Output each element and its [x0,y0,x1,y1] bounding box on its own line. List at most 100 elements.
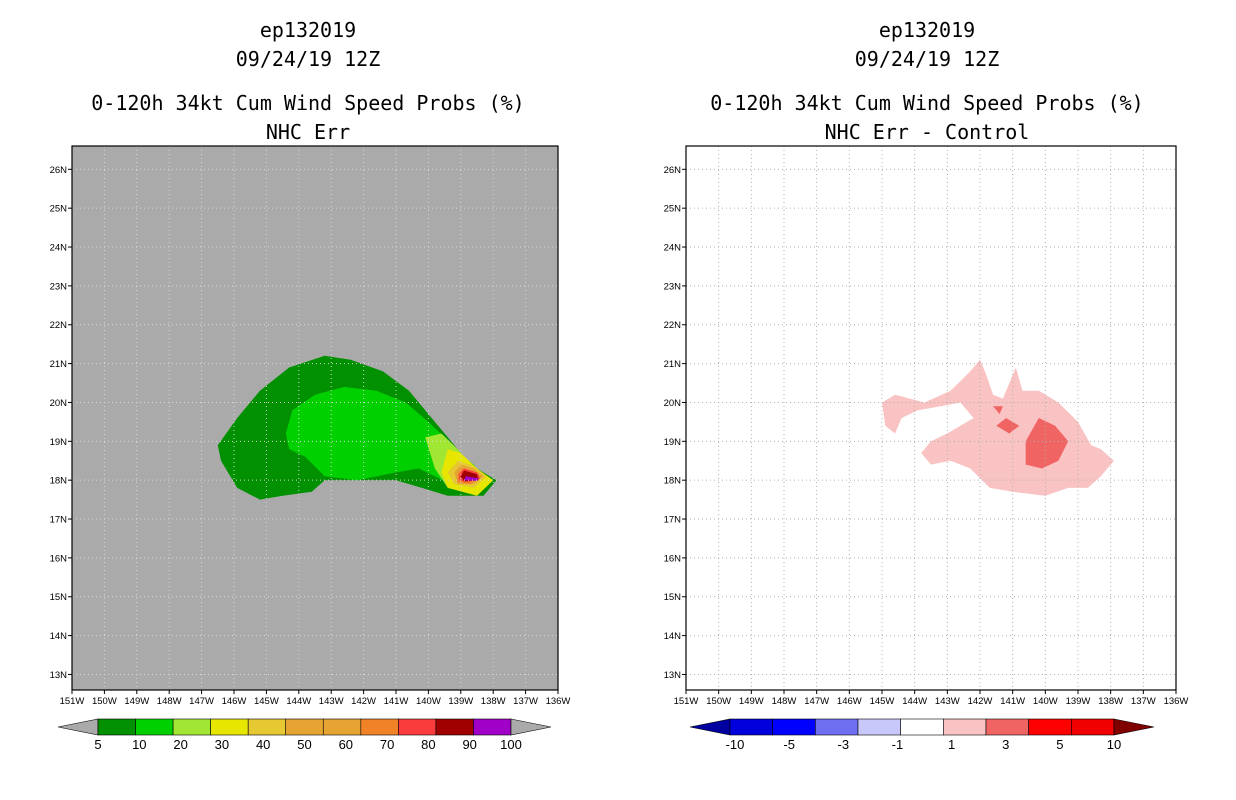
panel1-ytick-label-23N: 23N [50,281,68,292]
panel2-colorbar-swatch-8 [1071,718,1115,736]
panel2-colorbar-label-2: -3 [838,737,850,752]
panel2-title: 0-120h 34kt Cum Wind Speed Probs (%) [710,91,1143,115]
panel1-title: 0-120h 34kt Cum Wind Speed Probs (%) [91,91,524,115]
panel1-colorbar-label-9: 90 [462,737,476,752]
panel2-xtick-label-146W: 146W [837,696,862,707]
panel2-xtick-label-142W: 142W [968,696,993,707]
panel1-colorbar-swatch-3 [210,718,249,736]
panel2-ytick-label-25N: 25N [664,204,682,215]
panel2-ytick-label-26N: 26N [664,165,682,176]
panel2-colorbar-label-0: -10 [726,737,745,752]
panel2-ytick-label-15N: 15N [664,592,682,603]
panel1-ytick-label-18N: 18N [50,476,68,487]
panel1-xtick-label-141W: 141W [384,696,409,707]
panel2-xtick-label-148W: 148W [772,696,797,707]
panel2-colorbar-label-4: 1 [948,737,955,752]
panel2-colorbar-low-arrow [689,718,731,736]
panel2-colorbar-swatch-6 [985,718,1029,736]
panel1-xtick-label-147W: 147W [189,696,214,707]
panel2-xtick-label-138W: 138W [1098,696,1123,707]
panel2-xtick-label-150W: 150W [706,696,731,707]
panel1-colorbar-swatch-1 [135,718,174,736]
panel2-colorbar-swatch-4 [900,718,944,736]
panel2-xtick-label-139W: 139W [1066,696,1091,707]
panel2-xtick-label-140W: 140W [1033,696,1058,707]
panel2-plot-background [686,146,1176,690]
panel2-xtick-label-136W: 136W [1164,696,1189,707]
panel1-colorbar-swatch-8 [398,718,437,736]
panel1-xtick-label-140W: 140W [416,696,441,707]
panel1-colorbar-low-arrow [57,718,99,736]
panel2-xtick-label-137W: 137W [1131,696,1156,707]
panel2-subtitle: NHC Err - Control [825,120,1030,144]
panel2-ytick-label-19N: 19N [664,437,682,448]
panel2-colorbar-swatch-2 [815,718,859,736]
panel1-xtick-label-139W: 139W [448,696,473,707]
panel2-ytick-label-23N: 23N [664,281,682,292]
panel1-xtick-label-145W: 145W [254,696,279,707]
panel2-colorbar-swatch-3 [857,718,901,736]
panel2-xtick-label-147W: 147W [804,696,829,707]
panel2-xtick-label-145W: 145W [870,696,895,707]
panel2-ytick-label-16N: 16N [664,553,682,564]
panel1-xtick-label-136W: 136W [546,696,571,707]
panel2-xtick-label-149W: 149W [739,696,764,707]
panel1-colorbar-swatch-4 [247,718,287,736]
panel2-colorbar-swatch-0 [729,718,773,736]
panel2-date: 09/24/19 12Z [855,47,1000,71]
panel1-colorbar-swatch-9 [435,718,474,736]
panel1-colorbar-high-arrow [510,718,552,736]
panel2-ytick-label-22N: 22N [664,320,682,331]
panel2-colorbar-label-5: 3 [1002,737,1009,752]
panel2-ytick-label-20N: 20N [664,398,682,409]
panel1-contour-90-100-9 [464,476,479,481]
panel2-xtick-label-144W: 144W [902,696,927,707]
panel1-colorbar-label-8: 80 [421,737,435,752]
panel1-date: 09/24/19 12Z [236,47,381,71]
panel1-subtitle: NHC Err [266,120,350,144]
panel1-colorbar-label-1: 10 [132,737,146,752]
panel1-ytick-label-13N: 13N [50,670,68,681]
panel1-xtick-label-148W: 148W [157,696,182,707]
panel2-ytick-label-24N: 24N [664,243,682,254]
panel1-ytick-label-20N: 20N [50,398,68,409]
panel1-xtick-label-137W: 137W [513,696,538,707]
panel2-ytick-label-18N: 18N [664,476,682,487]
panel2-xtick-label-143W: 143W [935,696,960,707]
panel2-storm-id: ep132019 [879,18,975,42]
panel2-colorbar-label-3: -1 [892,737,904,752]
panel1-colorbar-label-10: 100 [500,737,522,752]
panel1-ytick-label-24N: 24N [50,243,68,254]
panel2-colorbar-swatch-1 [772,718,816,736]
panel1-xtick-label-144W: 144W [286,696,311,707]
panel1-colorbar-swatch-10 [473,718,512,736]
panel2-colorbar-swatch-7 [1028,718,1072,736]
panel1-xtick-label-143W: 143W [319,696,344,707]
panel1-colorbar-label-4: 40 [256,737,270,752]
panel1-colorbar-label-2: 20 [173,737,187,752]
panel1-colorbar-label-0: 5 [94,737,101,752]
panel1-storm-id: ep132019 [260,18,356,42]
panel2-xtick-label-151W: 151W [674,696,699,707]
panel1-plot-frame [71,145,559,691]
panel2-contour-3-5-3 [993,406,1003,415]
panel1-xtick-label-149W: 149W [124,696,149,707]
panel2-xtick-label-141W: 141W [1000,696,1025,707]
panel2-ytick-label-17N: 17N [664,515,682,526]
panel2-ytick-label-21N: 21N [664,359,682,370]
panel1-ytick-label-14N: 14N [50,631,68,642]
panel1-colorbar-label-3: 30 [215,737,229,752]
panel1-colorbar-label-7: 70 [380,737,394,752]
panel2-colorbar-label-1: -5 [783,737,795,752]
panel1-colorbar-swatch-0 [97,718,136,736]
panel2-ytick-label-13N: 13N [664,670,682,681]
panel1-ytick-label-25N: 25N [50,204,68,215]
panel1-xtick-label-142W: 142W [351,696,376,707]
panel1-colorbar-swatch-7 [360,718,399,736]
panel1-ytick-label-19N: 19N [50,437,68,448]
panel1-xtick-label-146W: 146W [222,696,247,707]
panel2-colorbar-swatch-5 [943,718,987,736]
panel1-colorbar-swatch-6 [322,718,362,736]
panel1-colorbar-label-5: 50 [297,737,311,752]
